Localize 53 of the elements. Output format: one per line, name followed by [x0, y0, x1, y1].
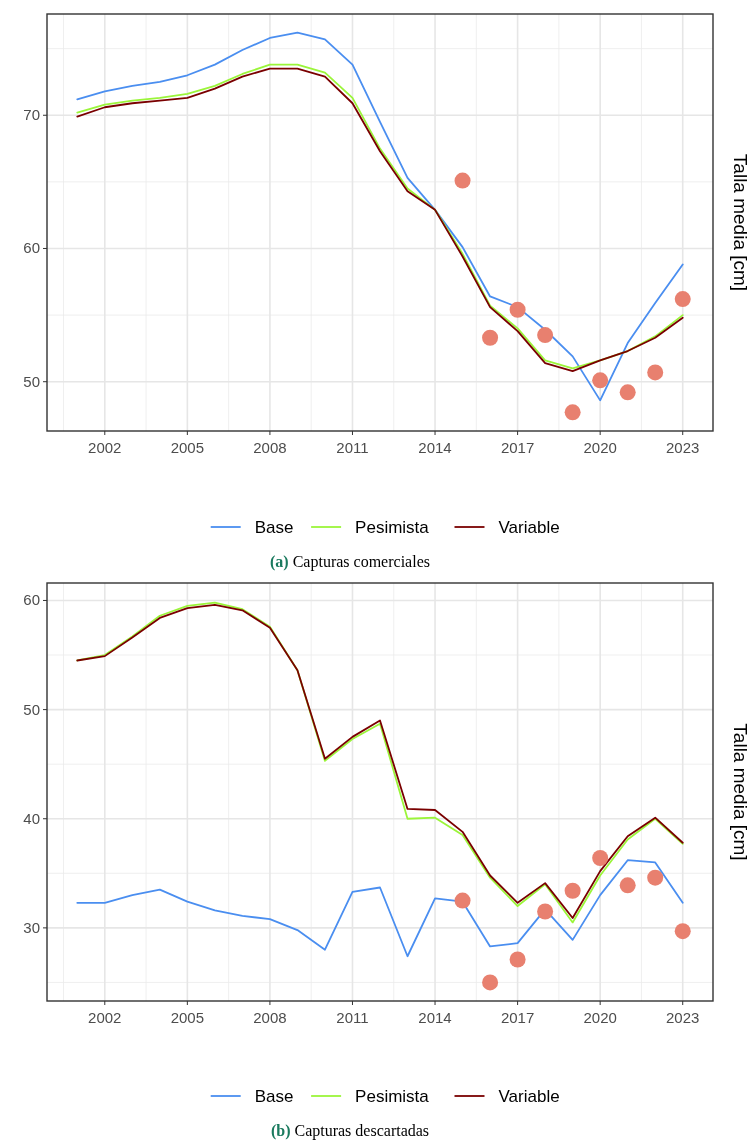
point: [647, 869, 664, 886]
legend-label: Variable: [498, 518, 560, 537]
point: [564, 404, 581, 421]
legend-label: Pesimista: [355, 518, 430, 537]
y-tick-label: 60: [23, 239, 40, 257]
legend-label: Base: [254, 518, 294, 537]
point: [509, 301, 526, 318]
text: (a) Capturas comerciales: [270, 553, 430, 571]
y-tick-label: 50: [23, 372, 40, 390]
line-series: [76, 31, 684, 402]
point: [619, 877, 636, 894]
x-tick-label: 2005: [170, 1009, 205, 1026]
point: [674, 291, 691, 308]
x-tick-label: 2020: [583, 439, 617, 456]
x-tick-label: 2020: [583, 1009, 617, 1026]
x-tick-label: 2008: [253, 1009, 287, 1026]
y-tick-label: 60: [23, 591, 40, 609]
y-axis-title: Talla media [cm]: [730, 723, 751, 861]
point: [537, 327, 554, 344]
point: [674, 923, 691, 940]
point: [564, 882, 581, 899]
y-tick-label: 40: [23, 809, 40, 827]
x-tick-label: 2017: [500, 1009, 535, 1026]
y-tick-label: 50: [23, 700, 40, 718]
point: [537, 903, 554, 920]
x-tick-label: 2014: [418, 1009, 452, 1026]
x-tick-label: 2023: [666, 1009, 700, 1026]
x-tick-label: 2005: [170, 439, 205, 456]
x-tick-label: 2017: [500, 439, 535, 456]
point: [619, 384, 636, 401]
y-tick-label: 30: [23, 918, 40, 936]
point: [482, 974, 499, 991]
legend-label: Pesimista: [355, 1087, 430, 1106]
text: (b) Capturas descartadas: [270, 1122, 430, 1140]
legend-label: Base: [254, 1087, 294, 1106]
point: [482, 329, 499, 346]
point: [647, 364, 664, 381]
point: [454, 892, 471, 909]
point: [454, 172, 471, 189]
y-axis-title: Talla media [cm]: [730, 153, 751, 292]
point: [592, 850, 609, 867]
x-tick-label: 2002: [88, 1009, 122, 1026]
y-tick-label: 70: [23, 106, 40, 124]
x-tick-label: 2023: [666, 439, 700, 456]
point: [509, 951, 526, 968]
x-tick-label: 2014: [418, 439, 452, 456]
point: [592, 372, 609, 389]
x-tick-label: 2011: [336, 1009, 369, 1026]
x-tick-label: 2011: [336, 439, 369, 456]
x-tick-label: 2002: [88, 439, 122, 456]
line-series: [76, 859, 684, 958]
legend-label: Variable: [498, 1087, 560, 1106]
x-tick-label: 2008: [253, 439, 287, 456]
